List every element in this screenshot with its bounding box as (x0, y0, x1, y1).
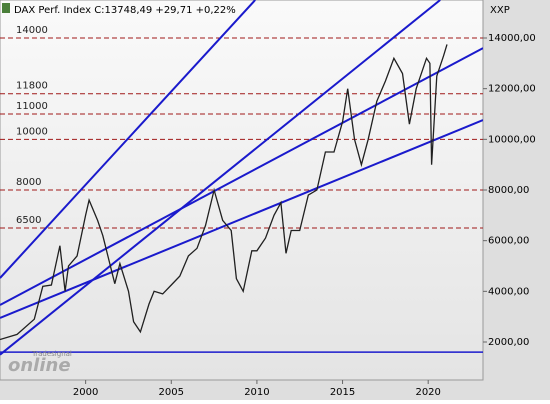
trend-line (0, 47, 483, 306)
logo-big: online (8, 355, 71, 376)
plot-content (0, 0, 483, 356)
y-tick-label: 12000,00 (488, 84, 536, 95)
x-tick-label: 2000 (73, 387, 98, 398)
y-tick-label: 10000,00 (488, 134, 536, 145)
x-tick-label: 2015 (330, 387, 355, 398)
y-tick-label: 6000,00 (488, 236, 529, 247)
level-label: 11800 (16, 81, 48, 92)
y-tick-label: 14000,00 (488, 33, 536, 44)
y-tick-label: 8000,00 (488, 185, 529, 196)
level-label: 8000 (16, 177, 41, 188)
chart-title: DAX Perf. Index C:13748,49 +29,71 +0,22% (14, 5, 236, 16)
trend-line (0, 0, 256, 279)
x-tick-label: 2005 (159, 387, 184, 398)
price-line (0, 44, 448, 341)
y-tick-label: 2000,00 (488, 337, 529, 348)
title-icon (2, 3, 10, 13)
y-tick-label: 4000,00 (488, 286, 529, 297)
level-label: 14000 (16, 25, 48, 36)
x-tick-label: 2010 (244, 387, 269, 398)
axis-unit: XXP (490, 5, 510, 16)
level-label: 10000 (16, 126, 48, 137)
level-label: 6500 (16, 215, 41, 226)
level-label: 11000 (16, 101, 48, 112)
trend-line (0, 119, 483, 319)
x-tick-label: 2020 (415, 387, 440, 398)
logo-small: Tradesignal (31, 350, 72, 358)
trend-line (0, 0, 441, 356)
